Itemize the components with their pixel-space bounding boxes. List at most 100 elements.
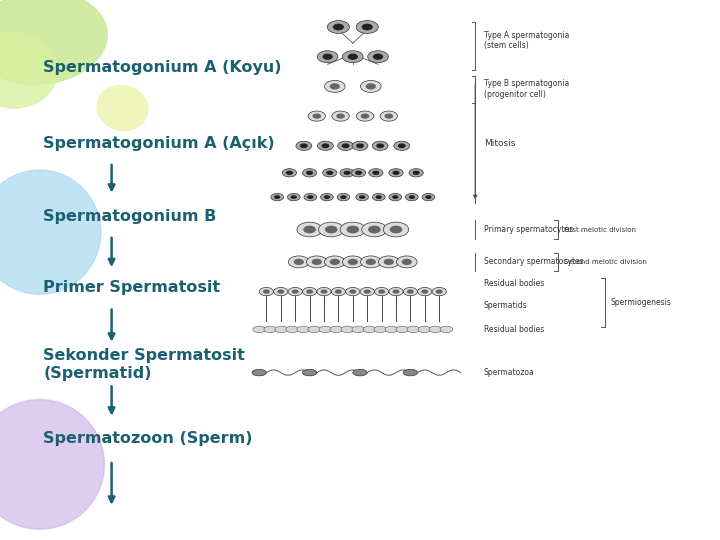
Ellipse shape bbox=[286, 171, 293, 175]
Ellipse shape bbox=[346, 287, 360, 296]
Ellipse shape bbox=[308, 111, 325, 121]
Ellipse shape bbox=[372, 141, 388, 150]
Ellipse shape bbox=[352, 141, 368, 150]
Ellipse shape bbox=[286, 326, 299, 333]
Ellipse shape bbox=[325, 226, 338, 233]
Ellipse shape bbox=[389, 168, 403, 177]
Ellipse shape bbox=[366, 83, 376, 90]
Ellipse shape bbox=[363, 326, 376, 333]
Ellipse shape bbox=[418, 287, 432, 296]
Ellipse shape bbox=[97, 85, 148, 131]
Ellipse shape bbox=[392, 171, 400, 175]
Ellipse shape bbox=[307, 195, 313, 199]
Ellipse shape bbox=[289, 256, 309, 268]
Ellipse shape bbox=[312, 259, 322, 265]
Ellipse shape bbox=[421, 289, 428, 294]
Ellipse shape bbox=[359, 195, 365, 199]
Ellipse shape bbox=[343, 256, 363, 268]
Ellipse shape bbox=[322, 143, 329, 148]
Ellipse shape bbox=[368, 51, 388, 63]
Ellipse shape bbox=[330, 83, 340, 90]
Ellipse shape bbox=[364, 289, 371, 294]
Ellipse shape bbox=[392, 289, 400, 294]
Text: Sekonder Spermatosit
(Spermatid): Sekonder Spermatosit (Spermatid) bbox=[43, 348, 245, 381]
Ellipse shape bbox=[343, 171, 351, 175]
Ellipse shape bbox=[378, 289, 385, 294]
Ellipse shape bbox=[403, 369, 418, 376]
Ellipse shape bbox=[380, 111, 397, 121]
Ellipse shape bbox=[379, 256, 399, 268]
Text: Type B spermatogonia
(progenitor cell): Type B spermatogonia (progenitor cell) bbox=[484, 79, 569, 99]
Ellipse shape bbox=[306, 289, 313, 294]
Ellipse shape bbox=[282, 168, 297, 177]
Ellipse shape bbox=[323, 168, 337, 177]
Ellipse shape bbox=[355, 171, 362, 175]
Ellipse shape bbox=[440, 326, 453, 333]
Ellipse shape bbox=[409, 195, 415, 199]
Ellipse shape bbox=[372, 193, 385, 201]
Ellipse shape bbox=[398, 143, 406, 148]
Ellipse shape bbox=[383, 222, 409, 237]
Ellipse shape bbox=[361, 222, 387, 237]
Ellipse shape bbox=[346, 226, 359, 233]
Ellipse shape bbox=[297, 326, 310, 333]
Ellipse shape bbox=[318, 141, 333, 150]
Ellipse shape bbox=[335, 289, 342, 294]
Text: Spermatozoon (Sperm): Spermatozoon (Sperm) bbox=[43, 431, 253, 446]
Text: Primary spermatocytes: Primary spermatocytes bbox=[484, 225, 573, 234]
Ellipse shape bbox=[394, 141, 410, 150]
Ellipse shape bbox=[307, 256, 327, 268]
Ellipse shape bbox=[302, 369, 317, 376]
Ellipse shape bbox=[418, 326, 431, 333]
Ellipse shape bbox=[436, 289, 443, 294]
Ellipse shape bbox=[264, 326, 276, 333]
Ellipse shape bbox=[331, 287, 346, 296]
Ellipse shape bbox=[337, 193, 350, 201]
Ellipse shape bbox=[343, 51, 363, 63]
Text: Secondary spermatocytes: Secondary spermatocytes bbox=[484, 258, 583, 266]
Ellipse shape bbox=[325, 80, 345, 92]
Ellipse shape bbox=[407, 326, 420, 333]
Ellipse shape bbox=[432, 287, 446, 296]
Ellipse shape bbox=[0, 0, 107, 84]
Ellipse shape bbox=[325, 256, 345, 268]
Ellipse shape bbox=[330, 259, 340, 265]
Ellipse shape bbox=[426, 195, 431, 199]
Ellipse shape bbox=[324, 195, 330, 199]
Ellipse shape bbox=[323, 53, 333, 60]
Ellipse shape bbox=[320, 289, 328, 294]
Ellipse shape bbox=[332, 111, 349, 121]
Ellipse shape bbox=[336, 113, 345, 119]
Text: Spermatogonium A (Koyu): Spermatogonium A (Koyu) bbox=[43, 60, 282, 75]
Ellipse shape bbox=[413, 171, 420, 175]
Ellipse shape bbox=[291, 195, 297, 199]
Ellipse shape bbox=[287, 193, 300, 201]
Ellipse shape bbox=[253, 326, 266, 333]
Ellipse shape bbox=[320, 193, 333, 201]
Ellipse shape bbox=[341, 195, 346, 199]
Ellipse shape bbox=[312, 113, 321, 119]
Ellipse shape bbox=[403, 287, 418, 296]
Ellipse shape bbox=[374, 326, 387, 333]
Ellipse shape bbox=[338, 141, 354, 150]
Ellipse shape bbox=[341, 326, 354, 333]
Ellipse shape bbox=[360, 287, 374, 296]
Ellipse shape bbox=[303, 226, 316, 233]
Ellipse shape bbox=[300, 143, 307, 148]
Ellipse shape bbox=[353, 369, 367, 376]
Ellipse shape bbox=[318, 222, 344, 237]
Text: Spermatozoa: Spermatozoa bbox=[484, 368, 534, 377]
Text: Type A spermatogonia
(stem cells): Type A spermatogonia (stem cells) bbox=[484, 31, 570, 50]
Ellipse shape bbox=[397, 256, 417, 268]
Ellipse shape bbox=[377, 143, 384, 148]
Ellipse shape bbox=[372, 171, 379, 175]
Ellipse shape bbox=[259, 287, 274, 296]
Ellipse shape bbox=[351, 168, 366, 177]
Ellipse shape bbox=[368, 226, 381, 233]
Text: Mitosis: Mitosis bbox=[484, 139, 516, 147]
Ellipse shape bbox=[0, 32, 58, 108]
Ellipse shape bbox=[389, 287, 403, 296]
Ellipse shape bbox=[352, 326, 364, 333]
Ellipse shape bbox=[0, 170, 101, 294]
Ellipse shape bbox=[277, 289, 284, 294]
